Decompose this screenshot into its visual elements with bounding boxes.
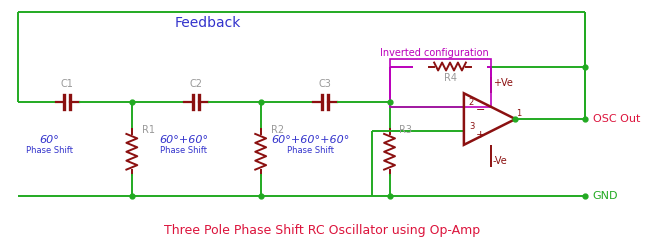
Text: C2: C2 [190,79,203,89]
Text: 3: 3 [469,122,474,131]
Text: 60°+60°+60°: 60°+60°+60° [271,135,350,145]
Text: Inverted configuration: Inverted configuration [380,48,489,58]
Text: 2: 2 [469,98,474,107]
Text: +: + [476,130,485,140]
Text: Phase Shift: Phase Shift [160,146,207,155]
Text: GND: GND [593,191,618,201]
Text: R4: R4 [443,73,456,83]
Text: -Ve: -Ve [493,156,508,166]
Text: R2: R2 [270,125,284,135]
Text: Phase Shift: Phase Shift [26,146,73,155]
Text: OSC Out: OSC Out [593,114,640,124]
Text: R1: R1 [142,125,155,135]
Text: C1: C1 [61,79,74,89]
Text: C3: C3 [318,79,332,89]
Bar [389,59,491,107]
Text: R3: R3 [400,125,413,135]
Text: −: − [476,105,485,115]
Text: +Ve: +Ve [493,78,512,88]
Text: Feedback: Feedback [175,16,241,30]
Text: 60°: 60° [40,135,60,145]
Text: Three Pole Phase Shift RC Oscillator using Op-Amp: Three Pole Phase Shift RC Oscillator usi… [164,223,480,237]
Text: Phase Shift: Phase Shift [287,146,333,155]
Text: 1: 1 [516,109,522,118]
Text: 60°+60°: 60°+60° [159,135,208,145]
